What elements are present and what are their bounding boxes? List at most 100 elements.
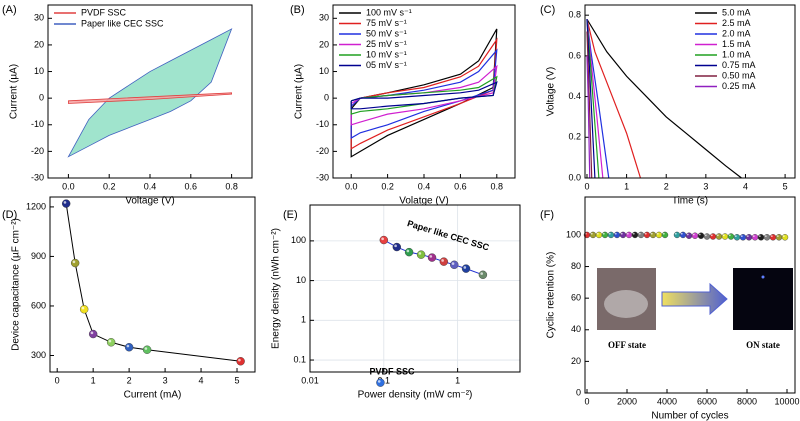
y-tick-label: 0.0 [568,172,581,182]
panel-label: (F) [540,209,554,221]
plot-frame [47,4,253,179]
plot-frame [584,4,796,179]
y-tick-label: 10 [34,66,44,76]
x-tick-label: 3 [703,181,708,191]
point [70,258,80,268]
point-highlight [740,235,743,238]
point [757,234,765,241]
point-highlight [614,232,617,235]
x-tick-label: 8000 [737,396,757,406]
y-tick-label: 1 [301,315,306,325]
legend-label: 5.0 mA [722,7,751,17]
x-axis-label: Time (s) [672,196,708,207]
point-highlight [406,249,410,253]
panel-label: (D) [2,209,17,221]
point-highlight [418,252,422,255]
y-tick-label: -20 [316,146,329,156]
y-axis-label: Voltage (V) [546,67,557,116]
x-tick-label: 5 [235,375,240,385]
y-tick-label: -30 [31,172,44,182]
point-highlight [752,235,755,238]
x-tick-label: 2 [664,181,669,191]
x-tick-label: 2000 [617,396,637,406]
point [478,270,488,279]
y-tick-label: 300 [31,350,46,360]
point-highlight [734,235,737,238]
series-line [586,19,610,179]
y-axis-label: Energy density (nWh cm⁻²) [271,228,282,349]
y-tick-label: 60 [571,293,581,303]
x-axis-label: Voltage (V) [125,196,174,207]
x-tick-label: 2 [127,375,132,385]
point [661,231,669,239]
y-tick-label: 0.8 [568,10,581,20]
point-highlight [758,235,761,238]
photo-on-led [761,275,765,279]
point [450,260,459,269]
legend-label: 1.5 mA [722,39,751,49]
x-tick-label: 0.4 [144,181,157,191]
point-highlight [716,234,719,237]
point-highlight [662,232,665,235]
point [745,234,753,241]
plot-frame [49,196,256,373]
series-line [586,19,596,179]
y-tick-label: 0 [576,387,581,397]
point-highlight [710,234,713,237]
point-highlight [126,344,130,348]
point [595,231,603,239]
point [769,234,777,241]
series-line [586,18,742,179]
legend-label: 50 mV s⁻¹ [366,28,407,38]
point [142,345,152,354]
y-tick-label: 10 [296,275,306,285]
point [404,247,414,257]
point [733,234,741,241]
point [739,234,747,241]
point-highlight [238,358,241,362]
point-highlight [620,232,623,235]
point-highlight [381,237,384,241]
x-axis-label: Power density (mW cm⁻²) [358,390,473,401]
point [775,234,783,241]
point-highlight [451,262,455,265]
point [461,264,471,273]
point [427,253,437,262]
point-highlight [429,255,433,258]
legend-label: 0.50 mA [722,70,756,80]
y-tick-label: 0 [39,93,44,103]
point [637,231,645,239]
y-tick-label: 900 [31,251,46,261]
point [727,233,735,240]
point-highlight [722,234,725,237]
legend-label: 2.5 mA [722,18,751,28]
series-label: Paper like CEC SSC [406,218,491,253]
legend-label: 10 mV s⁻¹ [366,49,407,59]
point [439,257,449,266]
y-tick-label: -20 [31,146,44,156]
point [631,231,639,239]
legend-label: Paper like CEC SSC [81,18,164,28]
point-highlight [90,331,94,335]
plot-frame [309,204,521,373]
point [679,231,687,239]
x-tick-label: 0.0 [345,181,358,191]
legend-label: 25 mV s⁻¹ [366,39,407,49]
panel-label: (A) [2,4,17,16]
point-highlight [650,232,653,235]
y-tick-label: 40 [571,324,581,334]
point [236,357,245,366]
point [763,234,771,241]
series-line [586,31,593,179]
point-highlight [644,232,647,235]
point-highlight [480,272,483,275]
point-highlight [704,234,707,237]
x-tick-label: 0.8 [491,181,504,191]
photo-off-device [604,290,648,318]
y-axis-label: Current (µA) [294,64,305,119]
point [124,343,134,352]
point-highlight [63,201,67,204]
point-highlight [656,232,659,235]
y-tick-label: 80 [571,261,581,271]
series-line [586,19,642,179]
